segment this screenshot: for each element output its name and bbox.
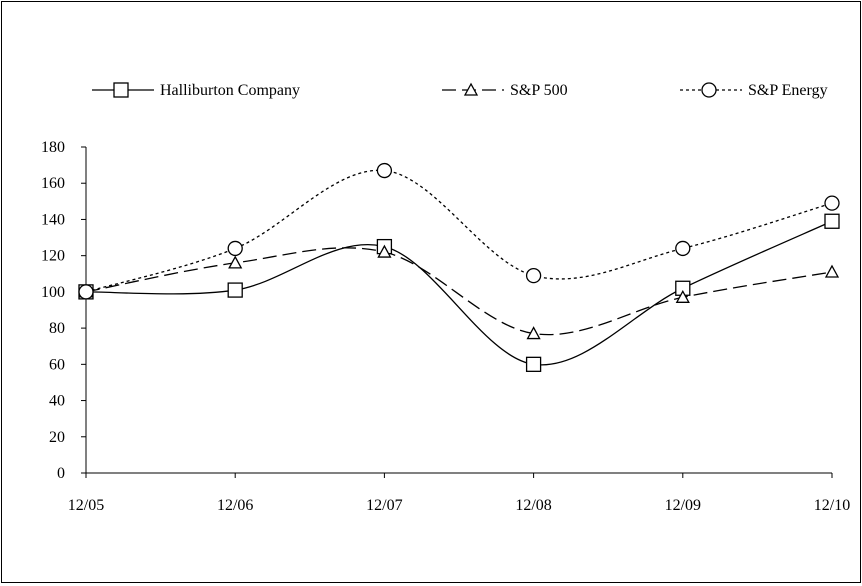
x-tick-label: 12/07 xyxy=(366,497,402,514)
point-halliburton-company-12-10 xyxy=(824,213,840,229)
x-tick-label: 12/05 xyxy=(68,497,104,514)
y-tick-label: 60 xyxy=(49,356,65,373)
legend-marker-circle xyxy=(701,82,717,98)
y-tick-label: 180 xyxy=(41,139,65,156)
y-tick-label: 80 xyxy=(49,320,65,337)
x-tick-label: 12/08 xyxy=(515,497,551,514)
y-tick-label: 20 xyxy=(49,429,65,446)
x-tick-label: 12/10 xyxy=(814,497,850,514)
legend-label: S&P 500 xyxy=(510,82,568,99)
point-s-p-energy-12-09 xyxy=(675,240,691,257)
point-s-p-500-12-08 xyxy=(526,326,541,340)
legend: Halliburton Company S&P 500 S&P Energy xyxy=(92,82,828,99)
legend-label: Halliburton Company xyxy=(160,82,300,99)
point-halliburton-company-12-08 xyxy=(525,356,542,372)
legend-marker-triangle xyxy=(463,82,479,96)
point-halliburton-company-12-06 xyxy=(227,282,243,298)
y-tick-label: 100 xyxy=(41,284,65,301)
series-line-halliburton-company xyxy=(85,220,833,366)
x-tick-label: 12/09 xyxy=(665,497,701,514)
series-line-s-p-500 xyxy=(85,247,833,336)
point-s-p-500-12-06 xyxy=(228,255,243,269)
x-tick-label: 12/06 xyxy=(217,497,253,514)
series-markers xyxy=(78,162,840,372)
point-s-p-500-12-09 xyxy=(675,289,690,303)
legend-label: S&P Energy xyxy=(748,82,828,99)
point-s-p-energy-12-10 xyxy=(824,195,840,211)
series-line-s-p-energy xyxy=(85,169,833,293)
point-s-p-energy-12-05 xyxy=(78,284,94,300)
series-lines xyxy=(85,169,833,366)
point-s-p-500-12-10 xyxy=(824,264,840,278)
point-s-p-500-12-07 xyxy=(377,244,392,258)
point-s-p-energy-12-07 xyxy=(376,162,393,179)
y-tick-label: 160 xyxy=(41,175,65,192)
legend-item-s-p-energy: S&P Energy xyxy=(680,82,828,99)
y-axis: 0 20 40 60 80 100 120 140 160 180 xyxy=(41,139,87,482)
point-s-p-energy-12-08 xyxy=(525,267,542,284)
legend-marker-square xyxy=(113,82,129,98)
y-tick-label: 120 xyxy=(41,248,65,265)
legend-item-s-p-500: S&P 500 xyxy=(442,82,568,99)
point-s-p-energy-12-06 xyxy=(227,240,243,257)
x-axis: 12/05 12/06 12/07 12/08 12/09 12/10 xyxy=(68,472,850,514)
y-tick-label: 140 xyxy=(41,211,65,228)
y-tick-label: 40 xyxy=(49,393,65,410)
y-tick-label: 0 xyxy=(57,465,65,482)
legend-item-halliburton-company: Halliburton Company xyxy=(92,82,300,99)
